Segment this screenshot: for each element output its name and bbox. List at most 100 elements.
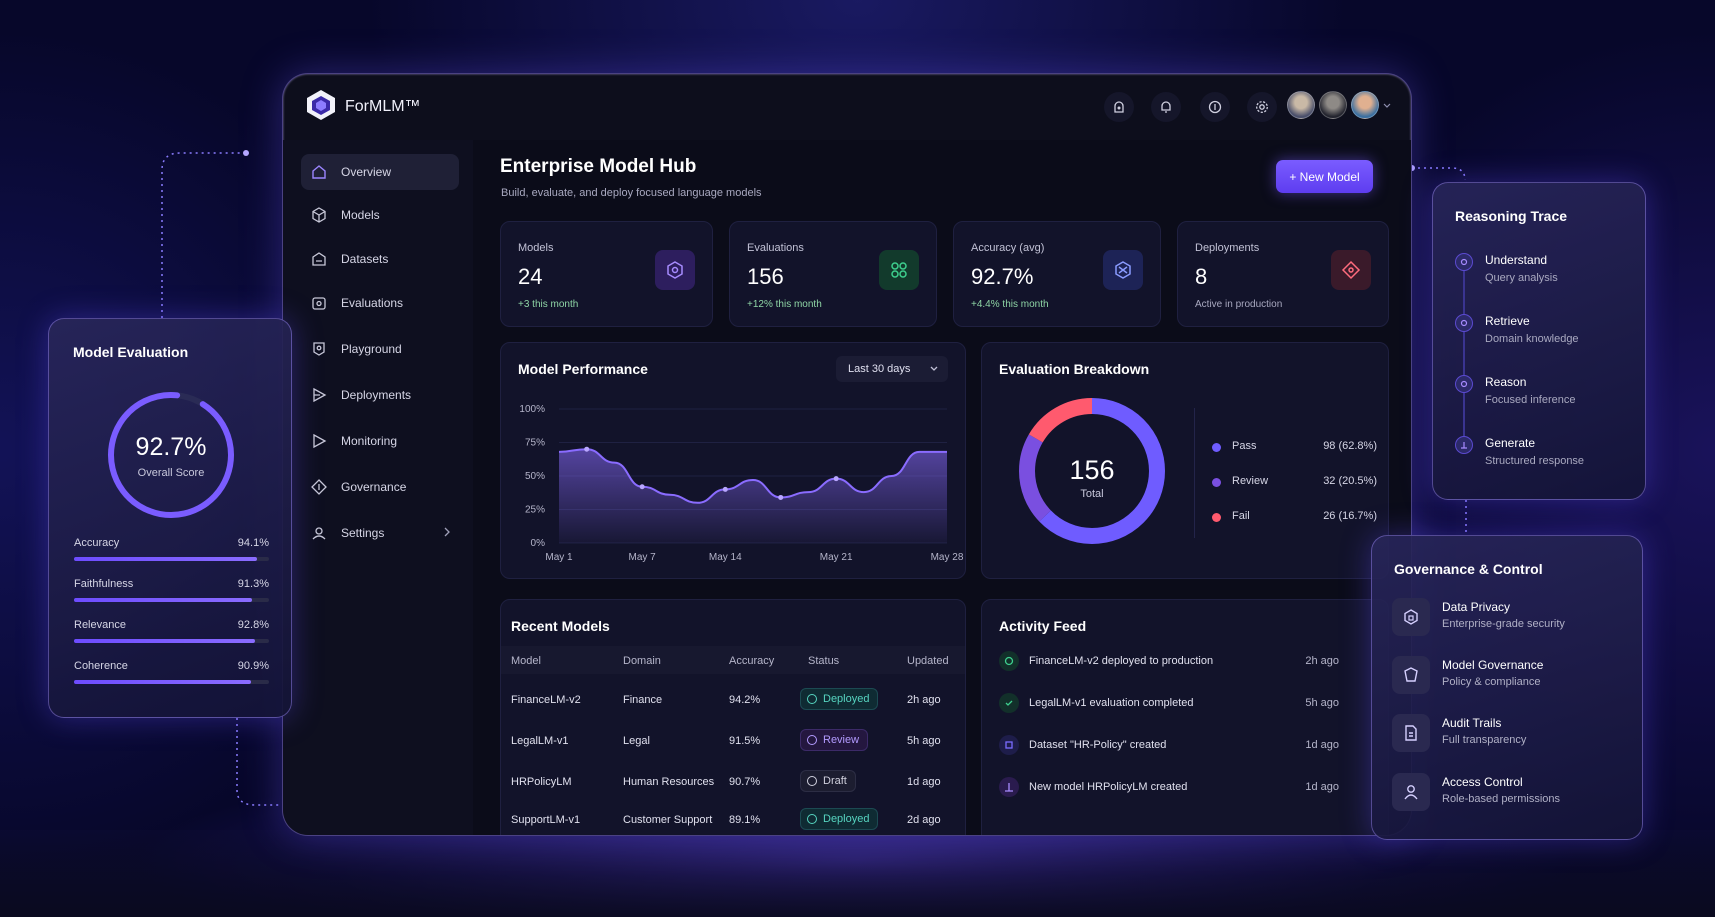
performance-chart[interactable]: 0% 25% 50% 75% 100% May 1 May 7 May 14 May 21 May… xyxy=(501,343,967,580)
sidebar-item-deployments[interactable]: Deployments xyxy=(301,377,459,413)
column-header[interactable]: Status xyxy=(808,655,840,667)
x-tick-label: May 7 xyxy=(629,552,657,563)
stat-card-models[interactable]: Models 24 +3 this month xyxy=(500,221,713,327)
settings-icon[interactable] xyxy=(1247,92,1277,122)
legend-dot xyxy=(1212,478,1221,487)
model-name[interactable]: FinanceLM-v2 xyxy=(511,694,581,706)
donut-slice-review[interactable] xyxy=(1019,398,1165,544)
panel-title: Model Evaluation xyxy=(73,344,189,360)
column-header[interactable]: Accuracy xyxy=(729,655,775,667)
model-name[interactable]: HRPolicyLM xyxy=(511,776,572,788)
governance-name: Access Control xyxy=(1442,775,1523,789)
metric-label: Relevance xyxy=(74,619,126,631)
account-icon[interactable] xyxy=(1104,92,1134,122)
governance-item-access-control[interactable]: Access Control Role-based permissions xyxy=(1392,773,1622,813)
avatar[interactable] xyxy=(1351,91,1379,119)
data-point[interactable] xyxy=(833,476,839,482)
panel-title: Governance & Control xyxy=(1394,561,1543,577)
governance-item-model-governance[interactable]: Model Governance Policy & compliance xyxy=(1392,656,1622,696)
sidebar-item-label: Datasets xyxy=(341,252,389,266)
database-icon xyxy=(311,251,327,267)
column-header[interactable]: Model xyxy=(511,655,541,667)
stat-card-deployments[interactable]: Deployments 8 Active in production xyxy=(1177,221,1389,327)
governance-name: Audit Trails xyxy=(1442,716,1502,730)
breakdown-donut-chart[interactable] xyxy=(992,371,1192,571)
column-header[interactable]: Domain xyxy=(623,655,661,667)
date-range-select[interactable]: Last 30 days xyxy=(836,356,948,382)
models-icon xyxy=(655,250,695,290)
governance-item-audit-trails[interactable]: Audit Trails Full transparency xyxy=(1392,714,1622,754)
model-accuracy: 91.5% xyxy=(729,735,761,747)
activity-item[interactable]: Dataset "HR-Policy" created 1d ago xyxy=(999,735,1339,755)
activity-item[interactable]: LegalLM-v1 evaluation completed 5h ago xyxy=(999,693,1339,713)
sidebar-item-label: Models xyxy=(341,208,380,222)
avatar[interactable] xyxy=(1319,91,1347,119)
metric-value: 91.3% xyxy=(237,578,269,590)
overall-score-ring xyxy=(108,392,234,518)
bell-icon[interactable] xyxy=(1151,92,1181,122)
model-accuracy: 90.7% xyxy=(729,776,761,788)
sidebar-item-label: Deployments xyxy=(341,388,412,402)
formlm-logo-icon[interactable] xyxy=(305,89,337,121)
help-icon[interactable] xyxy=(1200,92,1230,122)
card-title: Recent Models xyxy=(511,618,610,634)
governance-item-data-privacy[interactable]: Data Privacy Enterprise-grade security xyxy=(1392,598,1622,638)
deployments-icon xyxy=(1331,250,1371,290)
stat-sub: +4.4% this month xyxy=(971,299,1049,310)
stat-card-accuracy[interactable]: Accuracy (avg) 92.7% +4.4% this month xyxy=(953,221,1161,327)
column-header[interactable]: Updated xyxy=(907,655,949,667)
metric-label: Faithfulness xyxy=(74,578,134,590)
recent-models-card: Recent Models Model Domain Accuracy Stat… xyxy=(500,599,966,835)
performance-line[interactable] xyxy=(558,448,947,504)
activity-time: 1d ago xyxy=(1305,781,1339,793)
sidebar-item-overview[interactable]: Overview xyxy=(301,154,459,190)
panel-title: Reasoning Trace xyxy=(1455,208,1568,224)
stat-sub: +12% this month xyxy=(747,299,822,310)
brand-name: ForMLM™ xyxy=(345,98,421,115)
stat-sub: Active in production xyxy=(1195,299,1283,310)
metric-bar xyxy=(74,598,269,602)
sidebar-item-datasets[interactable]: Datasets xyxy=(301,241,459,277)
evaluations-icon xyxy=(879,250,919,290)
step-name: Generate xyxy=(1485,436,1536,450)
sidebar-item-monitoring[interactable]: Monitoring xyxy=(301,423,459,459)
data-point[interactable] xyxy=(722,486,728,492)
step-desc: Domain knowledge xyxy=(1485,333,1579,345)
sidebar-item-playground[interactable]: Playground xyxy=(301,331,459,367)
chevron-down-icon[interactable] xyxy=(1383,102,1391,110)
sidebar-item-label: Evaluations xyxy=(341,296,404,310)
y-tick-label: 100% xyxy=(519,404,545,415)
data-point[interactable] xyxy=(584,446,590,452)
page-subtitle: Build, evaluate, and deploy focused lang… xyxy=(501,187,762,199)
divider xyxy=(1194,408,1195,538)
legend-dot xyxy=(1212,513,1221,522)
new-model-button[interactable]: + New Model xyxy=(1276,160,1373,193)
sidebar-item-label: Monitoring xyxy=(341,434,398,448)
avatar[interactable] xyxy=(1287,91,1315,119)
metric-bar-fill xyxy=(74,680,252,684)
chevron-down-icon xyxy=(930,366,938,371)
model-name[interactable]: LegalLM-v1 xyxy=(511,735,569,747)
dataset-icon xyxy=(999,735,1019,755)
donut-slice-fail[interactable] xyxy=(1019,398,1165,544)
activity-item[interactable]: New model HRPolicyLM created 1d ago xyxy=(999,777,1339,797)
sidebar-item-models[interactable]: Models xyxy=(301,197,459,233)
model-name[interactable]: SupportLM-v1 xyxy=(511,814,581,826)
legend-value: 26 (16.7%) xyxy=(1323,510,1377,522)
stat-card-evaluations[interactable]: Evaluations 156 +12% this month xyxy=(729,221,937,327)
donut-total: 156 xyxy=(1069,455,1115,485)
brain-icon xyxy=(1455,375,1473,393)
y-tick-label: 0% xyxy=(531,538,546,549)
sidebar-item-settings[interactable]: Settings xyxy=(301,515,459,551)
model-accuracy: 94.2% xyxy=(729,694,761,706)
data-point[interactable] xyxy=(778,494,784,500)
activity-time: 2h ago xyxy=(1305,655,1339,667)
data-point[interactable] xyxy=(639,484,645,490)
step-desc: Structured response xyxy=(1485,455,1585,467)
score-ring-fill xyxy=(108,392,234,518)
legend-label: Fail xyxy=(1232,510,1250,522)
sidebar-item-governance[interactable]: Governance xyxy=(301,469,459,505)
sidebar-item-label: Playground xyxy=(341,342,402,356)
sidebar-item-evaluations[interactable]: Evaluations xyxy=(301,285,459,321)
activity-item[interactable]: FinanceLM-v2 deployed to production 2h a… xyxy=(999,651,1339,671)
